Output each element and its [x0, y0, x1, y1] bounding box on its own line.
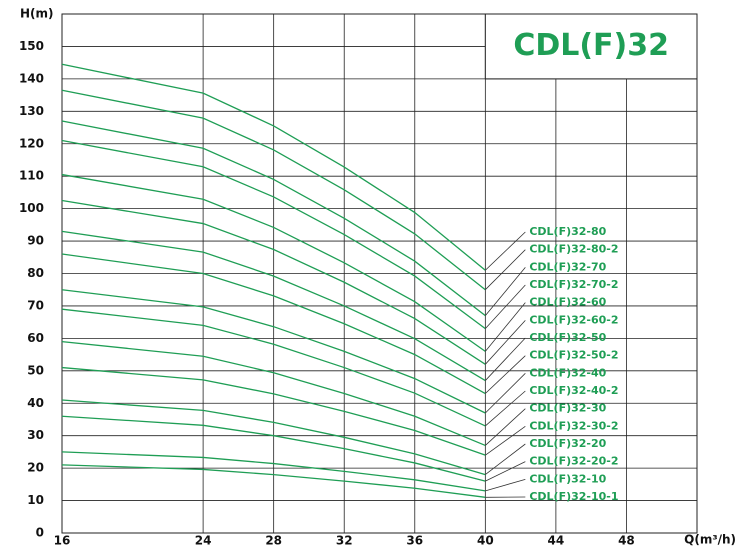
- legend-label: CDL(F)32-10-1: [529, 490, 618, 503]
- y-tick-label: 140: [19, 71, 44, 85]
- legend-label: CDL(F)32-20: [529, 437, 606, 450]
- leader-line: [485, 355, 526, 394]
- x-tick-label: 16: [54, 534, 71, 548]
- curve: [61, 289, 486, 414]
- y-tick-label: 30: [27, 428, 44, 442]
- curve: [61, 399, 486, 476]
- legend-label: CDL(F)32-50: [529, 331, 606, 344]
- y-tick-label: 130: [19, 104, 44, 118]
- curve: [61, 415, 486, 482]
- x-tick-label: 48: [618, 534, 635, 548]
- leader-line: [485, 284, 526, 329]
- y-tick-label: 20: [27, 461, 44, 475]
- y-tick-label: 50: [27, 363, 44, 377]
- legend-label: CDL(F)32-30: [529, 402, 606, 415]
- y-tick-label: 80: [27, 266, 44, 280]
- legend-label: CDL(F)32-80-2: [529, 243, 618, 256]
- legend-label: CDL(F)32-20-2: [529, 455, 618, 468]
- curve: [61, 340, 486, 447]
- y-axis-label: H(m): [20, 7, 54, 21]
- curve: [61, 230, 486, 382]
- leader-line: [485, 408, 526, 446]
- leader-line: [485, 337, 526, 381]
- leader-line: [485, 426, 526, 456]
- x-tick-label: 32: [336, 534, 353, 548]
- y-tick-label: 100: [19, 201, 44, 215]
- curve: [61, 199, 486, 365]
- y-tick-label: 90: [27, 234, 44, 248]
- legend-label: CDL(F)32-50-2: [529, 349, 618, 362]
- leader-line: [485, 231, 526, 271]
- leader-line: [485, 478, 526, 492]
- y-tick-label: 70: [27, 298, 44, 312]
- curve: [61, 89, 486, 291]
- leader-line: [485, 373, 526, 414]
- curve: [61, 63, 486, 271]
- leader-line: [485, 320, 526, 365]
- legend-label: CDL(F)32-60-2: [529, 313, 618, 326]
- legend-label: CDL(F)32-30-2: [529, 419, 618, 432]
- legend-label: CDL(F)32-40: [529, 366, 606, 379]
- x-tick-label: 40: [477, 534, 494, 548]
- x-tick-label: 28: [265, 534, 282, 548]
- curve: [61, 139, 486, 330]
- legend-label: CDL(F)32-10: [529, 472, 606, 485]
- legend-label: CDL(F)32-70-2: [529, 278, 618, 291]
- chart-title: CDL(F)32: [513, 28, 669, 63]
- y-tick-label: 60: [27, 331, 44, 345]
- curve: [61, 120, 486, 317]
- x-tick-label: 36: [406, 534, 423, 548]
- legend-label: CDL(F)32-70: [529, 260, 606, 273]
- curve: [61, 173, 486, 352]
- legend-label: CDL(F)32-80: [529, 225, 606, 238]
- legend-label: CDL(F)32-40-2: [529, 384, 618, 397]
- curve: [61, 308, 486, 427]
- y-tick-label: 150: [19, 39, 44, 53]
- curve: [61, 253, 486, 395]
- y-tick-label: 120: [19, 136, 44, 150]
- leader-line: [485, 390, 526, 427]
- leader-line: [485, 443, 526, 475]
- x-tick-label: 24: [195, 534, 212, 548]
- y-tick-label: 0: [36, 526, 44, 540]
- leader-line: [485, 249, 526, 291]
- y-tick-label: 10: [27, 493, 44, 507]
- y-tick-label: 40: [27, 396, 44, 410]
- title-box: [484, 13, 698, 80]
- x-axis-label: Q(m³/h): [684, 533, 736, 547]
- leader-line: [485, 267, 526, 316]
- legend-label: CDL(F)32-60: [529, 296, 606, 309]
- x-tick-label: 44: [548, 534, 565, 548]
- curve: [61, 366, 486, 456]
- leader-line: [485, 461, 526, 482]
- curve: [61, 451, 486, 492]
- curve: [61, 464, 486, 498]
- y-tick-label: 110: [19, 169, 44, 183]
- leader-line: [485, 302, 526, 352]
